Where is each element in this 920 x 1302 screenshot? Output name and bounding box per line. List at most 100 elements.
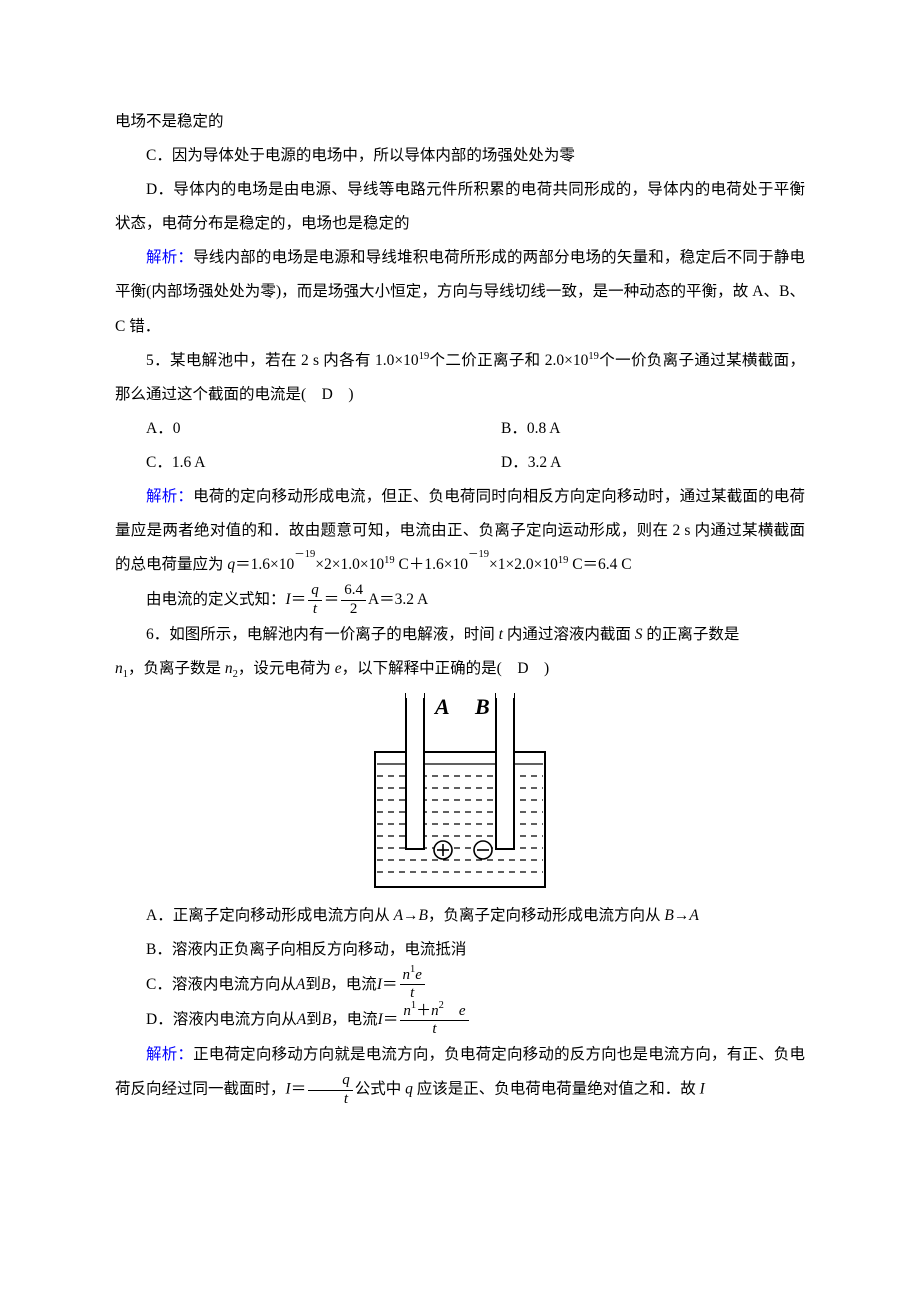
q5-D: D．3.2 A [470, 446, 805, 480]
q6-option-c: C．溶液内电流方向从 A 到 B，电流 I＝ n1e t [146, 967, 805, 1003]
q6-e: e [335, 660, 342, 677]
q6-D-mid: 到 [306, 1003, 322, 1037]
frac-qt-den: t [310, 601, 320, 618]
q5-B: B．0.8 A [470, 412, 805, 446]
q6-C-eq: ＝ [382, 968, 398, 1002]
frac-n1e-num: n1e [400, 967, 425, 985]
q6-C-B: B [321, 968, 330, 1002]
q6-D-A: A [297, 1003, 306, 1037]
n-var2a: n [403, 1003, 411, 1019]
q5-mid1: 个二价正离子和 2.0×10 [429, 352, 588, 369]
q6-A-b: ，负离子定向移动形成电流方向从 [428, 907, 664, 924]
q6-option-b: B．溶液内正负离子向相反方向移动，电流抵消 [115, 933, 805, 967]
q5-result: A＝3.2 A [368, 583, 428, 617]
n-var: n [403, 967, 411, 983]
sup2: 2 [439, 1000, 444, 1011]
n-var2b: n [431, 1003, 439, 1019]
q6-e-txt: ，设元电荷为 [238, 660, 335, 677]
q5-a-p1c: ×2×1.0×10 [315, 556, 384, 573]
q5-q: q [227, 556, 235, 573]
intro-tail: 电场不是稳定的 [115, 105, 805, 139]
q6-C-pre: C．溶液内电流方向从 [146, 968, 296, 1002]
q4-analysis-text: 导线内部的电场是电源和导线堆积电荷所形成的两部分电场的矢量和，稳定后不同于静电平… [115, 249, 805, 334]
q6-D-post: ，电流 [331, 1003, 378, 1037]
q4-analysis: 解析：导线内部的电场是电源和导线堆积电荷所形成的两部分电场的矢量和，稳定后不同于… [115, 241, 805, 343]
q6-A-a: A．正离子定向移动形成电流方向从 [146, 907, 394, 924]
q5-analysis-eq: 由电流的定义式知： I ＝ q t ＝ 6.4 2 A＝3.2 A [146, 582, 805, 618]
q6-option-d: D．溶液内电流方向从 A 到 B，电流 I＝ n1＋n2 e t [146, 1003, 805, 1039]
q5-e4: 19 [558, 555, 569, 566]
q6-B-lab1: B [419, 907, 428, 924]
electrolytic-cell-svg: A B [365, 690, 555, 895]
plus: ＋ [416, 1003, 431, 1019]
q5-C: C．1.6 A [115, 446, 470, 480]
q6-f: ，以下解释中正确的是( D ) [342, 660, 550, 677]
q6-c: 的正离子数是 [642, 626, 739, 643]
q6-D-eq: ＝ [383, 1003, 399, 1037]
frac-n1e-t: n1e t [400, 967, 425, 1003]
frac-64-num: 6.4 [341, 582, 366, 600]
frac-n1n2e-num: n1＋n2 e [400, 1003, 468, 1021]
q5-analysis: 解析：电荷的定向移动形成电流，但正、负电荷同时向相反方向定向移动时，通过某截面的… [115, 480, 805, 582]
fig-label-A: A [433, 694, 450, 719]
frac-qt: q t [308, 582, 322, 618]
q5-eq1: ＝ [291, 583, 307, 617]
q6-A-lab1: A [394, 907, 403, 924]
e-var: e [415, 967, 422, 983]
q6-C-post: ，电流 [330, 968, 377, 1002]
q6-n1: n [115, 660, 123, 677]
q6-D-pre: D．溶液内电流方向从 [146, 1003, 297, 1037]
frac-qt-2: qt [308, 1072, 353, 1108]
q5-row1: A．0 B．0.8 A [115, 412, 805, 446]
electrolytic-cell-figure: A B [115, 686, 805, 899]
q4-optC-text: C．因为导体处于电源的电场中，所以导体内部的场强处处为零 [146, 147, 575, 164]
q5-stem: 5．某电解池中，若在 2 s 内各有 1.0×1019个二价正离子和 2.0×1… [115, 344, 805, 412]
q5-e2: 19 [384, 555, 395, 566]
frac-qt2-num: q [308, 1072, 353, 1090]
q6-ana-I2: I [700, 1081, 705, 1098]
q6-n2: n [225, 660, 233, 677]
frac-n1n2e-den: t [429, 1021, 439, 1038]
q6-B-lab2: B [664, 907, 673, 924]
q6-D-B: B [322, 1003, 331, 1037]
q4-option-c: C．因为导体处于电源的电场中，所以导体内部的场强处处为零 [115, 139, 805, 173]
q6-ana-eq: ＝ [291, 1081, 307, 1098]
frac-qt2-den: t [310, 1091, 351, 1108]
q6-analysis: 解析：正电荷定向移动方向就是电流方向，负电荷定向移动的反方向也是电流方向，有正、… [115, 1038, 805, 1108]
q5-A: A．0 [115, 412, 470, 446]
analysis-label: 解析： [146, 249, 193, 266]
fig-label-B: B [474, 694, 490, 719]
q6-ana-q: q [405, 1081, 413, 1098]
q5-a-p1f: C＝6.4 C [568, 556, 631, 573]
q5-exp1: 19 [419, 351, 430, 362]
frac-qt-num: q [308, 582, 322, 600]
frac-64-den: 2 [347, 601, 361, 618]
q6-d: ，负离子数是 [128, 660, 225, 677]
sup1: 1 [411, 1000, 416, 1011]
intro-tail-text: 电场不是稳定的 [115, 113, 224, 130]
q6-stem: 6．如图所示，电解池内有一价离子的电解液，时间 t 内通过溶液内截面 S 的正离… [115, 618, 805, 652]
q5-eq2: ＝ [324, 583, 340, 617]
q5-exp2: 19 [588, 351, 599, 362]
analysis-label-3: 解析： [146, 1046, 193, 1063]
q6-stem2: n1，负离子数是 n2，设元电荷为 e，以下解释中正确的是( D ) [115, 652, 805, 686]
frac-n1n2e-t: n1＋n2 e t [400, 1003, 468, 1039]
q4-optD-text: D．导体内的电场是由电源、导线等电路元件所积累的电荷共同形成的，导体内的电荷处于… [115, 181, 805, 232]
q4-option-d: D．导体内的电场是由电源、导线等电路元件所积累的电荷共同形成的，导体内的电荷处于… [115, 173, 805, 241]
q6-ana-c: 应该是正、负电荷电荷量绝对值之和．故 [413, 1081, 700, 1098]
q6-b: 内通过溶液内截面 [503, 626, 635, 643]
q6-option-a: A．正离子定向移动形成电流方向从 A→B，负离子定向移动形成电流方向从 B→A [115, 899, 805, 933]
analysis-label-2: 解析： [146, 488, 193, 505]
q6-B-text: B．溶液内正负离子向相反方向移动，电流抵消 [146, 941, 466, 958]
q6-arrow2: → [674, 907, 690, 924]
q5-a-p1b: ＝1.6×10 [235, 556, 294, 573]
q6-C-A: A [296, 968, 305, 1002]
q5-a-p2-pre: 由电流的定义式知： [146, 583, 286, 617]
q5-a-p1d: C＋1.6×10 [395, 556, 468, 573]
frac-64-2: 6.4 2 [341, 582, 366, 618]
q5-a-p1e: ×1×2.0×10 [489, 556, 558, 573]
q6-a: 6．如图所示，电解池内有一价离子的电解液，时间 [146, 626, 499, 643]
q6-ana-b: 公式中 [355, 1081, 405, 1098]
q5-e1: －19 [294, 549, 315, 560]
q5-row2: C．1.6 A D．3.2 A [115, 446, 805, 480]
